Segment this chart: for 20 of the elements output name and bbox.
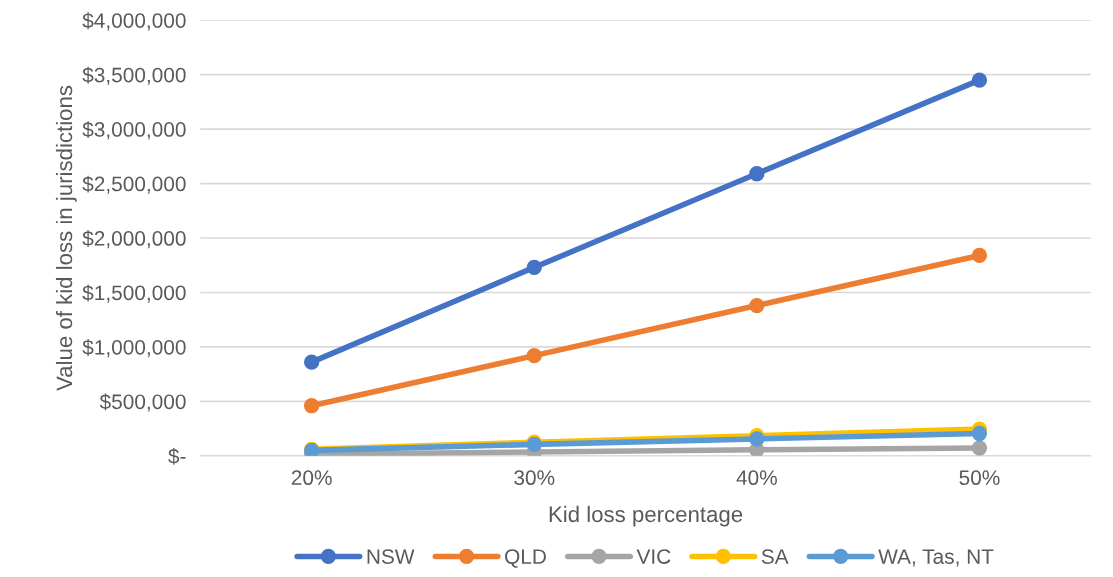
- legend-label: SA: [761, 549, 789, 564]
- y-tick-label: $2,500,000: [82, 175, 186, 194]
- y-tick-label: $3,500,000: [82, 66, 186, 85]
- x-tick-label: 50%: [959, 470, 1000, 486]
- y-axis-title: Value of kid loss in jurisdictions: [55, 85, 77, 391]
- legend-label: QLD: [505, 549, 546, 568]
- legend-label: VIC: [636, 549, 671, 564]
- y-tick-label: $2,000,000: [82, 230, 186, 249]
- y-tick-label: $1,000,000: [82, 339, 186, 358]
- legend-label: NSW: [367, 549, 415, 564]
- y-tick-label: $1,500,000: [82, 284, 186, 303]
- x-tick-label: 40%: [736, 470, 777, 486]
- x-axis-title: Kid loss percentage: [549, 505, 743, 527]
- x-tick-label: 30%: [514, 470, 555, 486]
- y-tick-label: $3,000,000: [82, 121, 186, 140]
- y-tick-label: $500,000: [99, 393, 186, 412]
- legend-label: WA, Tas, NT: [878, 549, 994, 567]
- y-tick-label: $-: [168, 447, 186, 465]
- x-tick-label: 20%: [291, 470, 332, 486]
- y-tick-label: $4,000,000: [82, 12, 186, 31]
